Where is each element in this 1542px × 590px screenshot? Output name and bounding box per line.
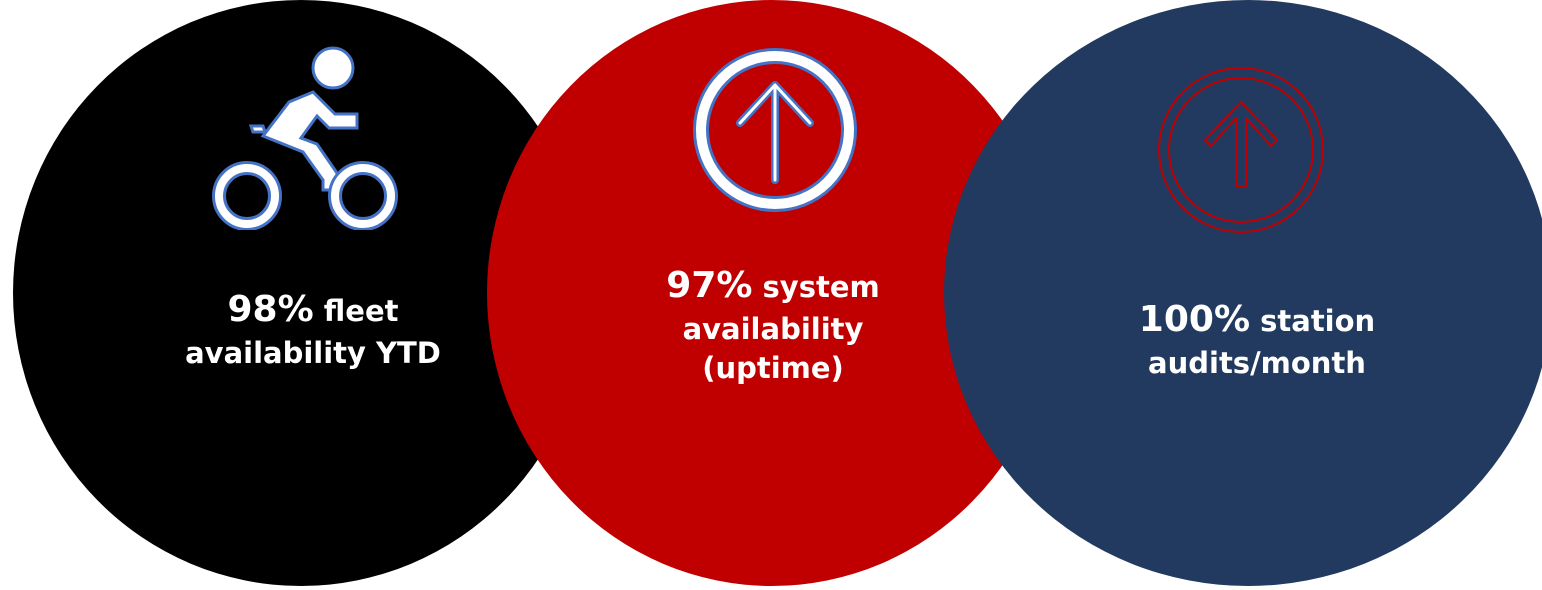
stat-circle-stations (944, 0, 1542, 586)
stat-text: availability YTD (185, 336, 441, 371)
stat-text: (uptime) (702, 351, 844, 386)
stat-text: station (1260, 304, 1376, 338)
up-arrow-circle-icon (693, 48, 857, 212)
stat-label-stations: 100% station audits/month (1072, 296, 1442, 383)
stat-label-fleet: 98% fleet availability YTD (130, 286, 496, 373)
stat-text: availability (682, 312, 864, 347)
stat-value: 98% (227, 289, 314, 330)
stat-text: audits/month (1148, 346, 1366, 381)
bicycle-rider-icon (212, 46, 398, 230)
stat-label-system: 97% system availability (uptime) (590, 262, 956, 388)
stat-text: system (762, 270, 880, 304)
stat-text: fleet (323, 294, 399, 328)
stat-value: 97% (666, 265, 753, 306)
up-arrow-circle-outline-icon (1158, 67, 1324, 233)
stat-value: 100% (1138, 299, 1251, 340)
